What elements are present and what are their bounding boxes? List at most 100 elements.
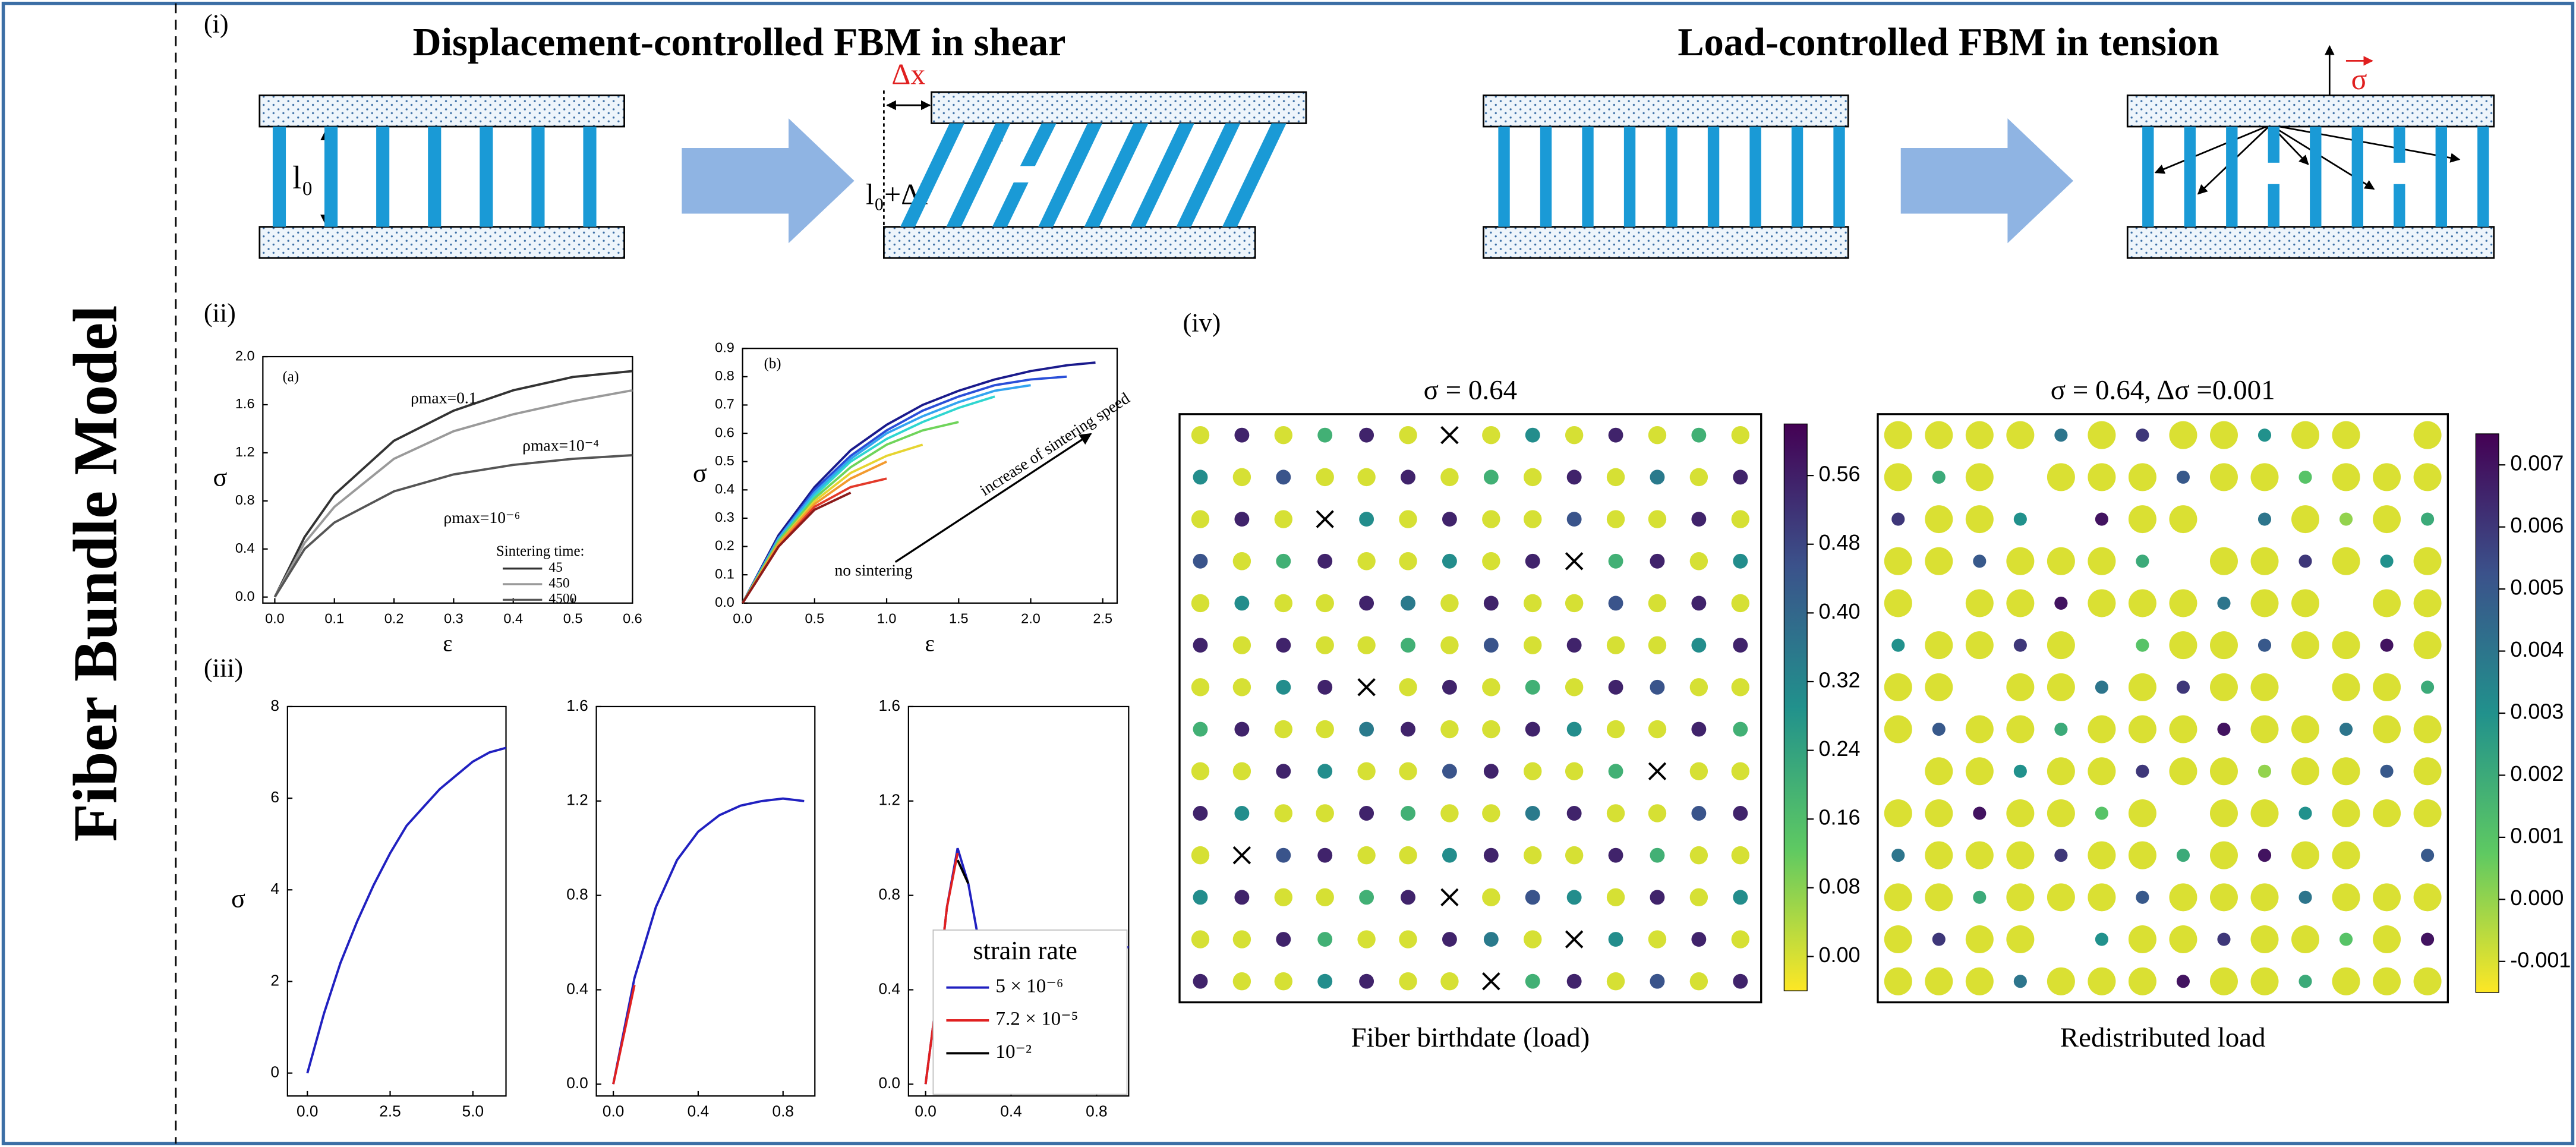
x-tick-label: 1.0 — [877, 611, 897, 626]
fiber-dot — [1482, 804, 1500, 823]
fiber-dot — [1232, 972, 1251, 991]
fiber-dot — [1401, 638, 1415, 653]
fiber-dot — [2054, 849, 2068, 862]
fiber-dot — [1274, 594, 1293, 613]
fiber-dot — [1608, 595, 1623, 611]
fiber-dot — [2176, 849, 2190, 862]
fiber-dot — [2169, 505, 2197, 534]
fiber-dot — [1648, 930, 1667, 949]
fiber-dot — [1565, 426, 1584, 445]
fiber-dot — [1316, 804, 1334, 823]
x-tick-label: 0.5 — [805, 611, 825, 626]
fiber-dot — [1357, 552, 1376, 571]
fiber-dot — [1606, 972, 1625, 991]
y-tick-label: 0.0 — [235, 588, 255, 604]
fiber-dot — [1884, 421, 1912, 449]
data-line — [273, 454, 633, 598]
fiber-dot — [1566, 638, 1582, 653]
fiber-dot — [2339, 512, 2353, 526]
process-arrow — [1900, 118, 2074, 244]
data-line — [306, 746, 507, 1074]
fiber-dot — [1234, 806, 1250, 821]
fiber-dot — [2298, 554, 2312, 568]
fiber-dot — [1733, 973, 1748, 989]
fiber-dot — [1359, 890, 1374, 905]
fiber-dot — [1482, 678, 1500, 697]
fiber — [2184, 127, 2196, 227]
fiber-dot — [1925, 547, 1953, 575]
fiber-dot — [1925, 673, 1953, 701]
fiber-dot — [2413, 547, 2442, 575]
y-tick-label: 0.4 — [566, 979, 588, 997]
plot-title: σ = 0.64 — [1424, 375, 1518, 406]
fiber-dot — [2209, 421, 2238, 449]
fiber-dot — [2006, 799, 2035, 827]
fiber-dot — [1884, 967, 1912, 995]
fiber-dot — [1317, 553, 1333, 569]
fiber-dot — [1274, 426, 1293, 445]
colorbar-tick-label: -0.001 — [2510, 947, 2571, 972]
fiber-dot — [1193, 890, 1208, 905]
fiber-dot — [2373, 715, 2401, 743]
y-tick-label: 1.2 — [235, 444, 255, 459]
colorbar-tick-label: 0.006 — [2510, 513, 2564, 537]
fiber-dot — [2209, 547, 2238, 575]
x-tick-label: 0.8 — [1086, 1102, 1108, 1120]
fiber-dot — [2169, 631, 2197, 660]
plate — [258, 94, 625, 128]
y-tick-label: 1.6 — [566, 697, 588, 714]
fiber-dot — [1191, 762, 1210, 780]
length-label: l₀ — [292, 159, 313, 196]
fiber-dot — [1731, 846, 1749, 865]
fiber-dot — [2169, 421, 2197, 449]
fiber-dot — [1232, 678, 1251, 697]
y-tick-label: 1.2 — [566, 791, 588, 809]
failed-fiber — [1232, 846, 1251, 865]
legend-label: 450 — [548, 575, 569, 591]
x-tick-label: 0.4 — [1000, 1102, 1022, 1120]
fiber-dot — [1276, 764, 1291, 779]
fiber — [1130, 123, 1194, 227]
fiber-dot — [1525, 553, 1540, 569]
fiber-dot — [1316, 720, 1334, 739]
plate — [1483, 94, 1849, 128]
fiber-dot — [2298, 975, 2312, 988]
fiber — [1791, 127, 1803, 227]
fiber-dot — [2291, 631, 2320, 660]
fiber — [1540, 127, 1552, 227]
fiber-dot — [1440, 720, 1459, 739]
y-tick-label: 1.2 — [879, 791, 901, 809]
fiber-dot — [1965, 589, 1994, 617]
fiber-dot — [1525, 890, 1540, 905]
plate — [258, 226, 625, 259]
fiber-dot — [2176, 680, 2190, 694]
x-tick-label: 0.6 — [623, 611, 642, 626]
fiber-dot — [1689, 846, 1708, 865]
fiber-dot — [2047, 967, 2075, 995]
fiber-dot — [2291, 925, 2320, 954]
plate — [2126, 94, 2495, 128]
y-tick-label: 6 — [270, 788, 279, 806]
fiber-dot — [1884, 673, 1912, 701]
fiber-dot — [1650, 679, 1665, 695]
fiber-dot — [2128, 673, 2156, 701]
fiber-dot — [1234, 890, 1250, 905]
fiber-dot — [1525, 721, 1540, 737]
plot-frame — [1877, 413, 2449, 1004]
fiber-dot — [1483, 764, 1499, 779]
failed-fiber — [1316, 510, 1334, 528]
shift-label: Δx — [891, 58, 925, 90]
fiber-dot — [1565, 594, 1584, 613]
fiber — [428, 127, 442, 227]
fiber-dot — [1440, 468, 1459, 487]
redistribution-arrows — [2154, 124, 2461, 195]
failed-fiber — [1482, 972, 1500, 991]
y-tick-label: 0.3 — [715, 509, 734, 525]
fiber-dot — [1691, 721, 1707, 737]
fiber-dot — [2006, 589, 2035, 617]
fiber-dot — [1483, 638, 1499, 653]
fiber-dot — [1442, 847, 1457, 863]
fiber-dot — [2380, 554, 2394, 568]
fiber-dot — [1691, 595, 1707, 611]
fiber-dot — [1193, 469, 1208, 485]
